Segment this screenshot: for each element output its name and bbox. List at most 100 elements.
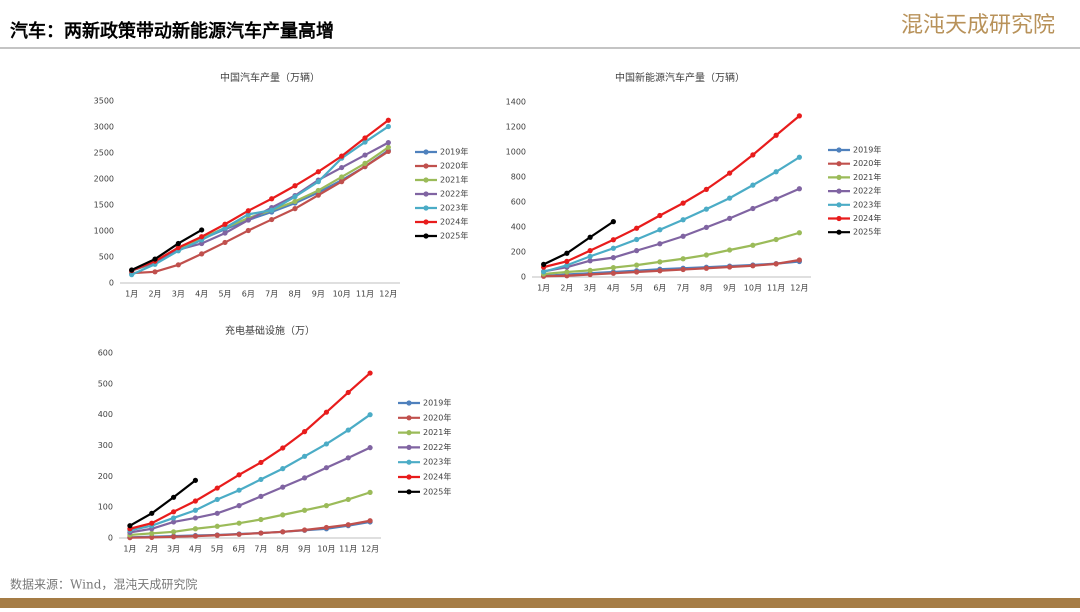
point: [634, 262, 640, 268]
chart-title: 充电基础设施（万）: [225, 324, 315, 337]
footer-bar: [0, 598, 1080, 608]
y-tick-label: 3500: [94, 97, 114, 106]
x-tick-label: 10月: [333, 290, 351, 299]
series-line: [131, 119, 389, 272]
legend-marker: [423, 205, 429, 211]
point: [199, 227, 205, 233]
point: [587, 267, 593, 273]
point: [385, 148, 391, 155]
x-tick-label: 7月: [254, 545, 267, 554]
series-line: [131, 150, 389, 275]
x-tick-label: 12月: [379, 290, 397, 299]
point: [175, 240, 181, 247]
point: [280, 529, 286, 535]
point: [564, 269, 570, 275]
legend-label: 2023年: [853, 199, 881, 209]
y-tick-label: 600: [98, 349, 113, 358]
legend-marker: [836, 174, 842, 180]
point: [280, 484, 286, 490]
point: [258, 493, 264, 499]
legend-marker: [836, 188, 842, 194]
point: [199, 234, 205, 240]
point: [170, 509, 177, 515]
point: [292, 194, 298, 200]
point: [773, 132, 779, 138]
x-tick-label: 12月: [790, 284, 808, 293]
x-tick-label: 10月: [317, 545, 335, 554]
point: [170, 519, 177, 525]
legend-label: 2025年: [853, 227, 881, 237]
y-tick-label: 800: [511, 173, 526, 182]
legend-label: 2020年: [853, 158, 881, 168]
x-tick-label: 6月: [233, 545, 246, 554]
x-tick-label: 2月: [148, 290, 161, 299]
point: [170, 515, 177, 521]
point: [315, 192, 321, 198]
point: [175, 262, 181, 268]
point: [610, 245, 616, 251]
point: [236, 520, 242, 526]
point: [280, 512, 286, 518]
point: [214, 532, 220, 538]
point: [152, 269, 158, 275]
series-line: [129, 479, 197, 527]
series-line: [129, 413, 371, 532]
legend-label: 2020年: [440, 161, 468, 171]
legend-label: 2025年: [423, 486, 451, 496]
point: [362, 152, 368, 158]
point: [362, 160, 368, 166]
series-line: [129, 372, 371, 530]
point: [564, 258, 570, 264]
legend-marker: [406, 489, 412, 495]
x-tick-label: 4月: [189, 545, 202, 554]
y-tick-label: 3000: [94, 123, 114, 132]
y-tick-label: 200: [98, 472, 113, 481]
point: [657, 259, 663, 265]
point: [634, 236, 640, 243]
point: [192, 515, 199, 521]
point: [796, 113, 802, 119]
point: [245, 217, 251, 223]
point: [750, 205, 756, 212]
legend-label: 2021年: [853, 172, 881, 182]
point: [129, 272, 135, 278]
x-tick-label: 10月: [744, 284, 762, 293]
chart-title: 中国汽车产量（万辆）: [220, 71, 320, 84]
point: [323, 441, 330, 447]
x-tick-label: 11月: [356, 290, 374, 299]
x-tick-label: 9月: [298, 545, 311, 554]
y-tick-label: 2500: [94, 149, 114, 158]
point: [796, 154, 802, 160]
legend-label: 2024年: [423, 472, 451, 482]
legend-marker: [406, 415, 412, 421]
point: [385, 117, 391, 123]
point: [385, 123, 391, 130]
point: [214, 523, 220, 529]
point: [280, 466, 286, 472]
legend-label: 2025年: [440, 231, 468, 241]
point: [541, 261, 547, 267]
point: [773, 196, 779, 202]
point: [222, 221, 228, 227]
legend-label: 2024年: [440, 217, 468, 227]
point: [796, 186, 802, 192]
point: [170, 529, 177, 535]
point: [149, 534, 155, 540]
point: [773, 236, 779, 243]
legend-label: 2020年: [423, 412, 451, 422]
series-line: [131, 229, 203, 271]
point: [292, 198, 298, 204]
point: [610, 219, 616, 225]
y-tick-label: 1200: [506, 123, 526, 132]
point: [301, 527, 308, 533]
point: [610, 255, 616, 261]
legend-marker: [423, 233, 429, 239]
point: [258, 516, 264, 523]
point: [610, 270, 616, 276]
point: [587, 271, 593, 278]
point: [345, 427, 351, 433]
x-tick-label: 3月: [584, 284, 597, 293]
legend-label: 2021年: [423, 427, 451, 437]
point: [796, 257, 802, 263]
